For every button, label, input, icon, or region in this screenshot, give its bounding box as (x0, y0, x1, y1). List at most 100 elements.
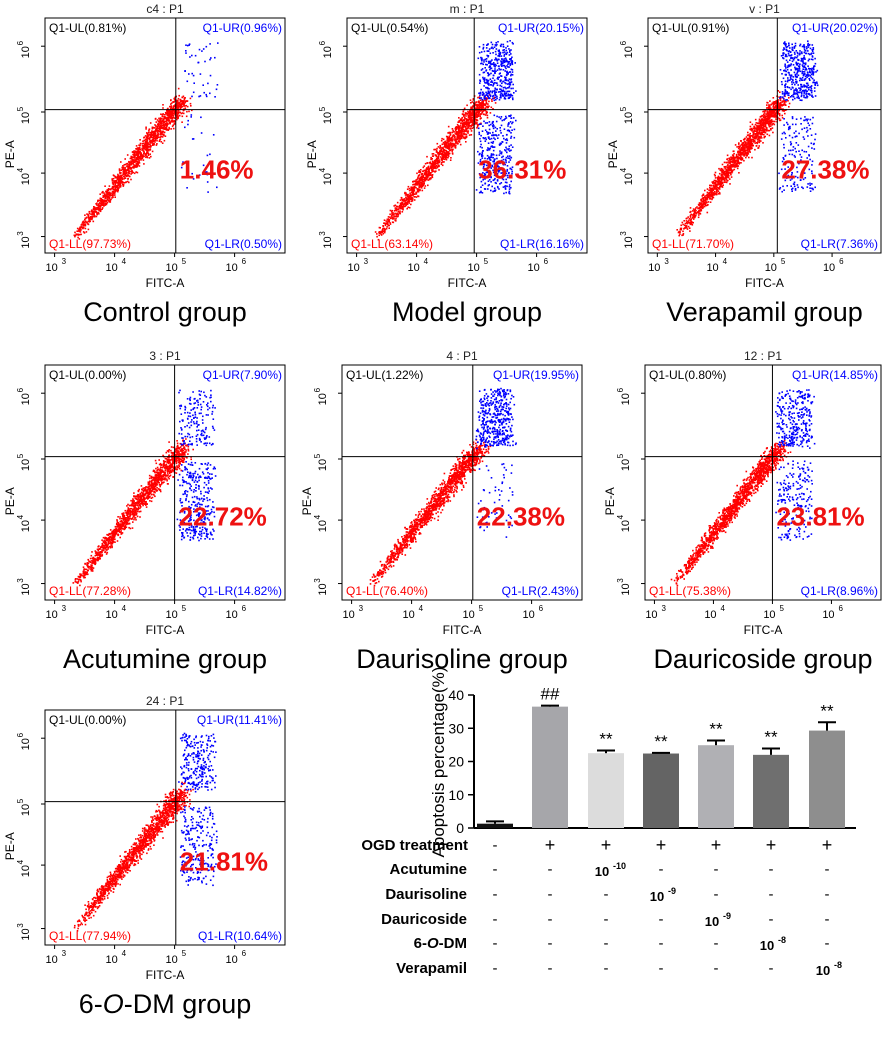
event-dot (489, 129, 491, 131)
event-dot (426, 168, 428, 170)
event-dot (703, 202, 705, 204)
x-tick-label: 10 (225, 262, 237, 274)
event-dot (508, 66, 510, 68)
event-dot (427, 175, 429, 177)
event-dot (89, 213, 91, 215)
event-dot (427, 171, 429, 173)
event-dot (719, 173, 721, 175)
event-dot (698, 214, 700, 216)
event-dot (469, 119, 471, 121)
event-dot (513, 92, 515, 94)
event-dot (510, 88, 512, 90)
event-dot (418, 171, 420, 173)
event-dot (692, 224, 694, 226)
event-dot (440, 147, 442, 149)
event-dot (391, 211, 393, 213)
event-dot (398, 210, 400, 212)
event-dot (112, 186, 114, 188)
event-dot (503, 186, 505, 188)
event-dot (189, 43, 191, 45)
event-dot (783, 104, 785, 106)
event-dot (147, 150, 149, 152)
event-dot (171, 120, 173, 122)
event-dot (780, 119, 782, 121)
event-dot (131, 171, 133, 173)
event-dot (84, 232, 86, 234)
event-dot (493, 141, 495, 143)
event-dot (136, 165, 138, 167)
y-tick-exponent: 4 (16, 167, 25, 172)
event-dot (729, 183, 731, 185)
event-dot (498, 59, 500, 61)
event-dot (410, 204, 412, 206)
event-dot (93, 221, 95, 223)
event-dot (117, 175, 119, 177)
event-dot (506, 71, 508, 73)
event-dot (479, 138, 481, 140)
event-dot (489, 138, 491, 140)
event-dot (780, 100, 782, 102)
event-dot (727, 175, 729, 177)
event-dot (506, 95, 508, 97)
y-tick-label: 10 (322, 173, 334, 185)
event-dot (737, 161, 739, 163)
event-dot (508, 123, 510, 125)
event-dot (505, 192, 507, 194)
event-dot (503, 193, 505, 195)
quadrant-ul-label: Q1-UL(0.81%) (49, 21, 126, 35)
event-dot (486, 82, 488, 84)
event-dot (139, 157, 141, 159)
event-dot (100, 205, 102, 207)
event-dot (682, 231, 684, 233)
event-dot (119, 186, 121, 188)
event-dot (495, 54, 497, 56)
event-dot (496, 89, 498, 91)
event-dot (107, 194, 109, 196)
event-dot (429, 162, 431, 164)
event-dot (107, 189, 109, 191)
event-dot (500, 118, 502, 120)
event-dot (447, 154, 449, 156)
event-dot (85, 224, 87, 226)
event-dot (83, 227, 85, 229)
event-dot (784, 101, 786, 103)
event-dot (203, 92, 205, 94)
event-dot (511, 123, 513, 125)
event-dot (167, 117, 169, 119)
event-dot (445, 146, 447, 148)
event-dot (736, 146, 738, 148)
event-dot (200, 117, 202, 119)
event-dot (501, 151, 503, 153)
event-dot (492, 121, 494, 123)
event-dot (437, 158, 439, 160)
event-dot (511, 78, 513, 80)
event-dot (500, 81, 502, 83)
event-dot (137, 172, 139, 174)
event-dot (432, 155, 434, 157)
event-dot (149, 157, 151, 159)
event-dot (747, 138, 749, 140)
event-dot (749, 146, 751, 148)
event-dot (464, 133, 466, 135)
event-dot (745, 157, 747, 159)
event-dot (511, 57, 513, 59)
event-dot (512, 84, 514, 86)
event-dot (107, 192, 109, 194)
event-dot (481, 112, 483, 114)
event-dot (404, 203, 406, 205)
event-dot (772, 121, 774, 123)
event-dot (458, 141, 460, 143)
event-dot (407, 194, 409, 196)
event-dot (451, 140, 453, 142)
x-tick-exponent: 6 (544, 257, 549, 266)
event-dot (154, 127, 156, 129)
event-dot (492, 126, 494, 128)
event-dot (475, 122, 477, 124)
event-dot (203, 48, 205, 50)
event-dot (401, 197, 403, 199)
event-dot (735, 144, 737, 146)
event-dot (422, 176, 424, 178)
event-dot (94, 216, 96, 218)
event-dot (487, 96, 489, 98)
event-dot (115, 189, 117, 191)
